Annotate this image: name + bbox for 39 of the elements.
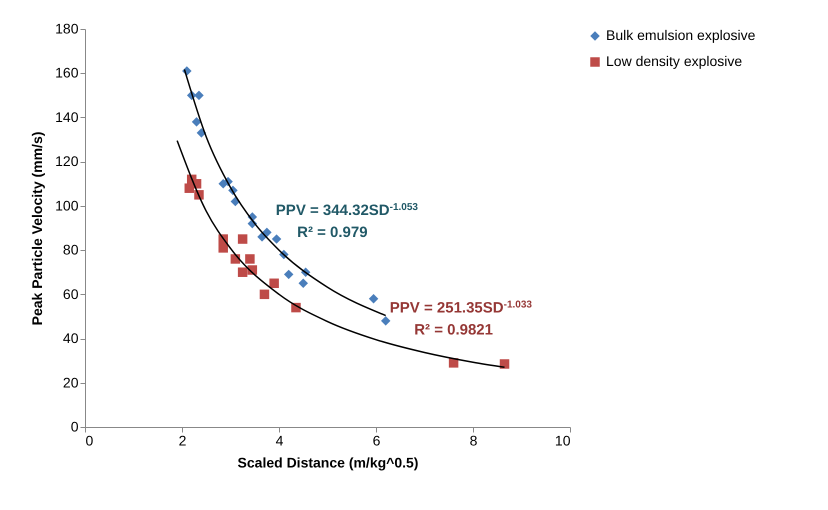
x-axis-title: Scaled Distance (m/kg^0.5) [238,454,418,470]
y-axis-title: Peak Particle Velocity (mm/s) [29,132,46,326]
y-tick-label: 180 [55,20,79,36]
point [192,117,202,127]
x-tick-label: 2 [178,432,187,448]
point [218,243,228,253]
point [238,267,248,277]
annotation: PPV = 251.35SD$^{-1.033}$ [390,299,532,317]
y-tick-label: 100 [55,197,79,214]
y-tick-label: 60 [62,286,79,302]
point [380,316,390,326]
x-tick-label: 10 [554,432,571,448]
y-tick-label: 40 [62,330,79,346]
point [238,234,248,244]
x-tick-label: 0 [86,432,94,448]
point [260,290,270,300]
point [500,359,510,369]
x-tick-label: 8 [470,432,478,448]
y-tick-label: 0 [70,418,79,434]
point [368,294,378,304]
annotation: PPV = 344.32SD$^{-1.053}$ [276,202,418,220]
point [272,234,282,244]
y-tick-label: 80 [62,242,79,258]
y-tick-label: 140 [55,108,79,125]
point [194,90,204,100]
point [284,270,294,280]
y-tick-label: 160 [55,64,79,81]
legend-label: Low density explosive [606,53,742,69]
x-tick-label: 6 [372,432,381,448]
point [298,278,308,288]
point [262,228,272,238]
annotation: R² = 0.979 [297,224,368,241]
annotation: R² = 0.9821 [414,321,494,338]
y-tick-label: 20 [62,374,79,390]
x-tick-label: 4 [276,432,284,448]
legend-label: Bulk emulsion explosive [606,27,756,43]
point [269,278,279,288]
y-tick-label: 120 [55,153,79,170]
point [245,254,255,264]
